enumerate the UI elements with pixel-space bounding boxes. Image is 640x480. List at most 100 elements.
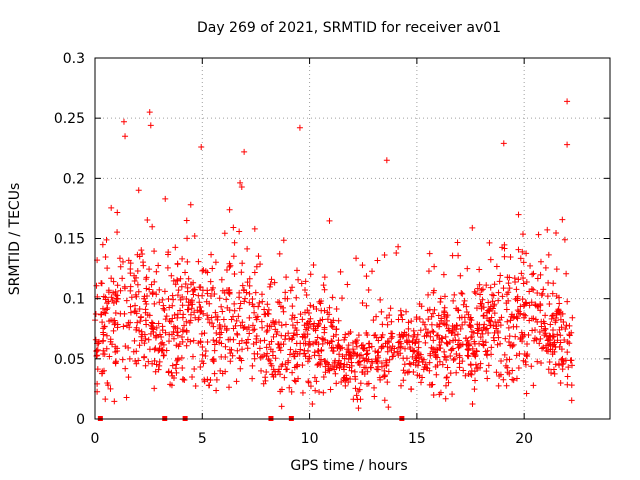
data-point: [561, 336, 568, 343]
data-point: [294, 319, 301, 326]
data-point: [184, 258, 191, 265]
data-point: [556, 300, 563, 307]
data-point: [473, 305, 480, 312]
data-point: [94, 346, 101, 353]
data-point: [131, 337, 138, 344]
data-point: [255, 303, 262, 310]
data-point: [567, 357, 574, 364]
data-point: [198, 330, 205, 337]
data-point: [564, 349, 571, 356]
data-point: [151, 278, 158, 285]
data-point: [191, 286, 198, 293]
data-point: [434, 354, 441, 361]
data-point: [337, 360, 344, 367]
data-point: [149, 223, 156, 230]
data-point: [502, 362, 509, 369]
y-tick-label: 0.1: [63, 292, 85, 308]
data-point: [253, 339, 260, 346]
data-point: [204, 287, 211, 294]
data-point: [141, 353, 148, 360]
data-point: [297, 311, 304, 318]
data-point: [389, 343, 396, 350]
data-point: [550, 333, 557, 340]
data-point: [156, 286, 163, 293]
data-point: [438, 317, 445, 324]
data-point: [341, 366, 348, 373]
data-point: [442, 333, 449, 340]
data-point: [534, 358, 541, 365]
data-point: [553, 266, 560, 273]
data-point: [273, 331, 280, 338]
data-point: [102, 253, 109, 260]
data-point: [450, 297, 457, 304]
data-point: [519, 231, 526, 238]
data-point: [445, 379, 452, 386]
data-point: [166, 338, 173, 345]
data-point: [192, 382, 199, 389]
data-point: [479, 296, 486, 303]
data-point: [155, 320, 162, 327]
data-point: [374, 257, 381, 264]
data-point: [278, 341, 285, 348]
data-point: [204, 376, 211, 383]
data-point: [505, 338, 512, 345]
y-tick-label: 0.25: [54, 111, 85, 127]
data-point: [127, 309, 134, 316]
data-point: [183, 296, 190, 303]
data-point: [441, 293, 448, 300]
data-point: [478, 287, 485, 294]
data-point: [566, 340, 573, 347]
data-point: [291, 377, 298, 384]
data-point: [267, 346, 274, 353]
data-point: [441, 321, 448, 328]
data-point: [128, 294, 135, 301]
data-point: [164, 264, 171, 271]
data-point: [230, 253, 237, 260]
data-point: [414, 372, 421, 379]
data-point: [527, 262, 534, 269]
data-point: [463, 341, 470, 348]
data-point: [370, 317, 377, 324]
data-point: [522, 361, 529, 368]
data-point: [329, 363, 336, 370]
data-point: [553, 230, 560, 237]
data-point: [133, 360, 140, 367]
data-point: [219, 308, 226, 315]
data-point: [522, 312, 529, 319]
data-point: [540, 344, 547, 351]
data-point: [355, 388, 362, 395]
data-point: [329, 294, 336, 301]
data-point: [153, 268, 160, 275]
data-point: [339, 353, 346, 360]
data-point: [518, 270, 525, 277]
data-point: [148, 281, 155, 288]
data-point: [326, 304, 333, 311]
data-point: [249, 296, 256, 303]
data-point: [148, 319, 155, 326]
data-point: [344, 281, 351, 288]
data-point: [161, 352, 168, 359]
data-point: [363, 329, 370, 336]
data-point: [491, 337, 498, 344]
data-point: [267, 281, 274, 288]
data-point: [415, 358, 422, 365]
data-point: [536, 340, 543, 347]
data-point: [398, 382, 405, 389]
data-point: [529, 271, 536, 278]
data-point: [319, 335, 326, 342]
data-point: [384, 379, 391, 386]
data-point: [515, 246, 522, 253]
data-point: [166, 304, 173, 311]
data-point: [304, 319, 311, 326]
data-point: [449, 327, 456, 334]
data-point: [266, 283, 273, 290]
data-point: [355, 332, 362, 339]
data-point: [111, 317, 118, 324]
data-point: [385, 404, 392, 411]
data-point: [257, 354, 264, 361]
data-point: [426, 381, 433, 388]
data-point: [345, 379, 352, 386]
data-point: [507, 342, 514, 349]
data-point: [231, 271, 238, 278]
data-point: [290, 350, 297, 357]
